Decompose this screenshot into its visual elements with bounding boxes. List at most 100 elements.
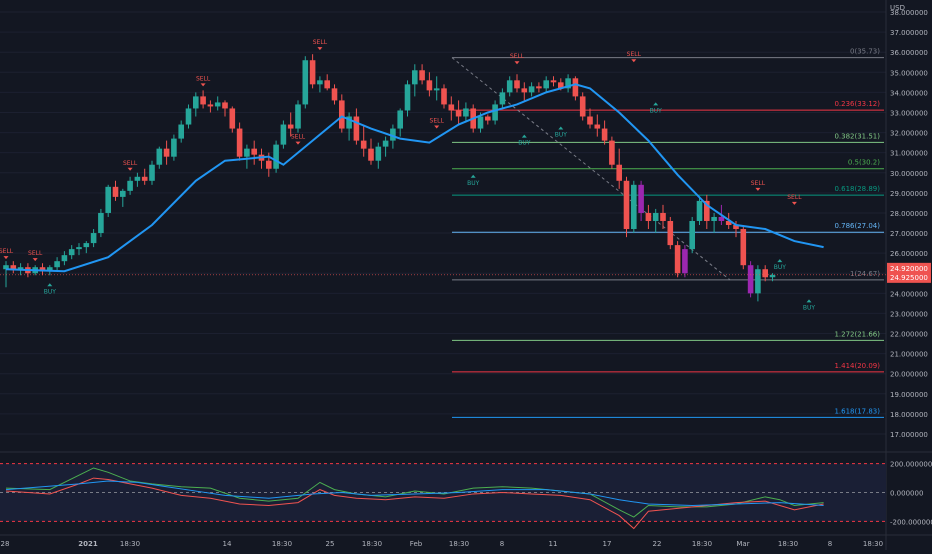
- candle-body: [652, 212, 659, 221]
- price-tick-label: 19.000000: [890, 391, 928, 399]
- candle-body: [105, 186, 111, 213]
- candle-body: [141, 176, 148, 181]
- currency-label: USD: [890, 4, 905, 12]
- sell-arrow-icon: [631, 59, 637, 63]
- candle-body: [631, 184, 637, 230]
- candle-body: [674, 245, 681, 274]
- price-tick-label: 20.000000: [890, 371, 928, 379]
- price-tick-label: 38.000000: [890, 9, 928, 17]
- candle-body: [382, 140, 389, 147]
- price-tick-label: 21.000000: [890, 351, 928, 359]
- candle-body: [448, 104, 455, 111]
- candles[interactable]: [3, 54, 776, 302]
- fib-level-label: 1.618(17.83): [834, 407, 880, 415]
- price-tick-label: 36.000000: [890, 49, 928, 57]
- candle-body: [426, 80, 433, 91]
- candle-body: [127, 180, 133, 191]
- candle-body: [207, 104, 214, 107]
- candle-body: [565, 78, 571, 89]
- candle-body: [222, 102, 228, 109]
- candle-body: [711, 216, 717, 221]
- sell-arrow-icon: [434, 125, 440, 129]
- candle-body: [193, 96, 199, 109]
- candle-body: [550, 80, 557, 83]
- candle-body: [251, 148, 257, 155]
- candle-body: [236, 128, 243, 157]
- candle-body: [3, 265, 9, 270]
- time-tick-label: 14: [223, 540, 232, 548]
- fib-level-label: 1.272(21.66): [834, 330, 880, 338]
- candle-body: [90, 233, 97, 244]
- candle-body: [185, 108, 192, 125]
- candle-body: [120, 190, 126, 197]
- buy-signal-label: BUY: [44, 288, 57, 295]
- oscillator-tick-label: -200.000000: [890, 518, 932, 526]
- candle-body: [390, 128, 396, 141]
- candle-body: [309, 60, 316, 85]
- candle-body: [638, 184, 644, 213]
- oscillator-blue-line: [5, 480, 824, 506]
- fib-level-label: 1.414(20.09): [834, 362, 880, 370]
- buy-arrow-icon: [558, 126, 564, 130]
- oscillator-tick-label: 200.000000: [890, 461, 932, 469]
- candle-body: [572, 78, 579, 97]
- time-tick-label: 18:30: [362, 540, 382, 548]
- candle-body: [667, 220, 674, 246]
- candle-body: [149, 164, 155, 181]
- fib-level-label: 0.5(30.2): [848, 159, 880, 167]
- time-tick-label: 18:30: [120, 540, 140, 548]
- sell-arrow-icon: [200, 83, 206, 87]
- candle-body: [536, 86, 542, 89]
- candle-body: [266, 160, 272, 169]
- time-axis[interactable]: 28 2021 18:30 14 18:30 25 18:30 Feb 18:30 8 11 17 22…: [0, 534, 932, 548]
- buy-signal-label: BUY: [803, 304, 816, 311]
- candle-body: [163, 148, 170, 157]
- candle-body: [506, 80, 513, 93]
- time-tick-label: 8: [828, 540, 832, 548]
- fib-level-label: 0.618(28.89): [834, 185, 880, 193]
- candle-body: [514, 80, 520, 89]
- sell-signal-label: SELL: [751, 180, 766, 187]
- price-tick-label: 35.000000: [890, 69, 928, 77]
- time-tick-label: 22: [653, 540, 662, 548]
- buy-signal-label: BUY: [518, 140, 531, 147]
- candle-body: [244, 148, 250, 157]
- candle-body: [769, 274, 776, 278]
- oscillator-red-line: [5, 477, 824, 530]
- sell-signal-label: SELL: [510, 53, 525, 60]
- candle-body: [499, 92, 506, 105]
- price-tick-label: 27.000000: [890, 230, 928, 238]
- candle-body: [17, 267, 24, 270]
- candle-body: [178, 124, 184, 139]
- candle-body: [134, 176, 141, 181]
- candle-body: [601, 128, 608, 141]
- last-price-label: 24.920000: [890, 265, 928, 273]
- candle-body: [696, 200, 703, 221]
- buy-signal-label: BUY: [467, 180, 480, 187]
- last-price-tag: [887, 262, 931, 283]
- sell-arrow-icon: [755, 187, 761, 191]
- candle-body: [521, 88, 528, 93]
- candle-body: [543, 80, 549, 89]
- buy-arrow-icon: [470, 174, 476, 178]
- candle-body: [594, 124, 601, 129]
- candle-body: [740, 229, 747, 266]
- candle-body: [455, 110, 462, 117]
- time-tick-label: 18:30: [272, 540, 292, 548]
- sell-signal-label: SELL: [196, 75, 211, 82]
- candle-body: [587, 116, 593, 125]
- candle-body: [39, 267, 46, 272]
- sell-signal-label: SELL: [313, 39, 328, 46]
- candle-body: [433, 88, 440, 91]
- candle-body: [419, 70, 425, 81]
- fibonacci-retracement[interactable]: 0(35.73) 0.236(33.12) 0.382(31.51) 0.5(30.2…: [451, 48, 884, 418]
- candle-body: [733, 225, 739, 230]
- buy-signal-label: BUY: [555, 132, 568, 139]
- candle-body: [412, 70, 418, 85]
- sell-signal-label: SELL: [787, 194, 802, 201]
- candle-body: [112, 186, 119, 197]
- oscillator-pane[interactable]: 200.000000 0.000000 -200.000000: [0, 451, 932, 530]
